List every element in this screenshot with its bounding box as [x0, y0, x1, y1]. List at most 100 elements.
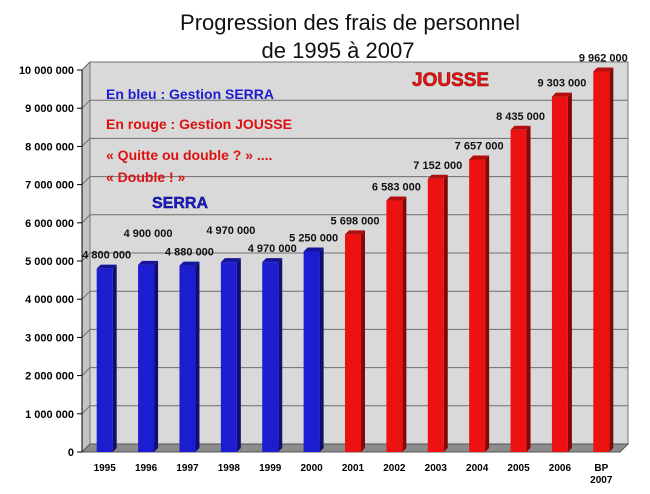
- data-label: 4 800 000: [82, 250, 131, 262]
- bar-1999: [262, 258, 283, 452]
- bar-top: [386, 196, 407, 201]
- data-label: 9 962 000: [579, 52, 628, 64]
- y-tick-label: 1 000 000: [25, 409, 74, 421]
- bar-front: [138, 264, 155, 452]
- bar-2000: [303, 247, 324, 452]
- data-label: 8 435 000: [496, 111, 545, 123]
- y-tick-label: 4 000 000: [25, 294, 74, 306]
- bar-front: [303, 251, 320, 452]
- x-tick-label: 2003: [425, 463, 448, 474]
- y-axis-ticks: 0 1 000 000 2 000 000 3 000 000 4 000 000 5 0…: [19, 65, 83, 459]
- bar-side: [361, 230, 365, 452]
- data-label: 6 583 000: [372, 182, 421, 194]
- bar-2003: [427, 174, 448, 453]
- data-labels: 4 800 000 4 900 000 4 880 000 4 970 000 4 97…: [82, 52, 628, 261]
- legend-blue-text: En bleu : Gestion SERRA: [106, 86, 274, 102]
- bar-front: [345, 234, 361, 452]
- annotations: En bleu : Gestion SERRA En rouge : Gesti…: [106, 70, 489, 212]
- gridline: [81, 214, 628, 224]
- data-label: 7 152 000: [413, 160, 462, 172]
- bar-1998: [220, 258, 241, 452]
- bar-top: [427, 174, 448, 179]
- data-label: 9 303 000: [537, 78, 586, 90]
- bar-front: [593, 71, 610, 452]
- x-tick-label: 2002: [383, 463, 406, 474]
- x-tick-label: 2001: [342, 463, 365, 474]
- gridline: [81, 328, 628, 338]
- bar-side: [443, 174, 448, 453]
- bar-1995: [96, 264, 117, 452]
- bar-side: [236, 258, 241, 452]
- y-tick-label: 5 000 000: [25, 256, 74, 268]
- x-tick-label: 1998: [218, 463, 241, 474]
- data-label: 5 250 000: [289, 232, 338, 244]
- bar-front: [551, 96, 568, 452]
- bar-top: [551, 92, 572, 97]
- quote-line-2: « Double ! »: [106, 169, 186, 185]
- bar-front: [469, 159, 486, 452]
- bar-side: [485, 155, 490, 452]
- x-tick-label: 2000: [300, 463, 323, 474]
- y-tick-label: 6 000 000: [25, 218, 74, 230]
- jousse-label: JOUSSE: [412, 70, 489, 91]
- x-tick-label: 1997: [176, 463, 199, 474]
- bar-BP-2007: [593, 67, 614, 452]
- gridline: [81, 405, 628, 415]
- x-tick-label: 2006: [549, 463, 572, 474]
- bar-top: [138, 260, 159, 265]
- y-tick-label: 7 000 000: [25, 180, 74, 192]
- y-tick-label: 2 000 000: [25, 371, 74, 383]
- bar-side: [278, 258, 283, 452]
- data-label: 4 880 000: [165, 247, 214, 259]
- data-label: 4 900 000: [124, 228, 173, 240]
- x-tick-label: 1995: [94, 463, 117, 474]
- bar-side: [319, 247, 324, 452]
- bar-top: [469, 155, 490, 160]
- bar-side: [112, 264, 117, 452]
- bar-top: [345, 230, 365, 235]
- bar-side: [195, 261, 200, 452]
- x-tick-label: BP 2007: [590, 463, 613, 486]
- bar-side: [567, 92, 572, 452]
- bar-front: [427, 178, 444, 453]
- bar-side: [526, 125, 531, 453]
- y-tick-label: 3 000 000: [25, 332, 74, 344]
- bar-top: [220, 258, 241, 263]
- data-label: 4 970 000: [248, 243, 297, 255]
- bar-front: [510, 129, 527, 452]
- bar-front: [96, 268, 113, 452]
- bar-1996: [138, 260, 159, 452]
- bar-2006: [551, 92, 572, 452]
- bar-top: [303, 247, 324, 252]
- data-label: 4 970 000: [206, 225, 255, 237]
- data-label: 5 698 000: [331, 215, 380, 227]
- bar-2004: [469, 155, 490, 452]
- bar-2005: [510, 125, 531, 453]
- gridline: [81, 290, 628, 300]
- quote-line-1: « Quitte ou double ? » ....: [106, 147, 272, 163]
- x-tick-label: 1996: [135, 463, 158, 474]
- gridline: [81, 176, 628, 185]
- y-tick-label: 0: [68, 447, 74, 459]
- bar-front: [262, 262, 279, 452]
- gridlines: [81, 61, 628, 415]
- legend-red-text: En rouge : Gestion JOUSSE: [106, 116, 292, 132]
- bar-2002: [386, 196, 407, 452]
- bar-2001: [345, 230, 365, 452]
- chart-title-line-2: de 1995 à 2007: [262, 38, 415, 63]
- data-label: 7 657 000: [455, 141, 504, 153]
- bar-top: [510, 125, 531, 130]
- bar-front: [179, 265, 196, 452]
- bar-front: [386, 200, 403, 452]
- bar-front: [220, 262, 237, 452]
- bar-side: [609, 67, 614, 452]
- bars: [96, 67, 614, 453]
- y-tick-label: 8 000 000: [25, 141, 74, 153]
- x-axis-ticks: 1995 1996 1997 1998 1999 2000 2001 2002 2003 2004…: [94, 463, 613, 486]
- gridline: [81, 252, 628, 262]
- x-tick-label: 2004: [466, 463, 489, 474]
- bar-side: [154, 260, 159, 452]
- serra-label: SERRA: [152, 195, 208, 212]
